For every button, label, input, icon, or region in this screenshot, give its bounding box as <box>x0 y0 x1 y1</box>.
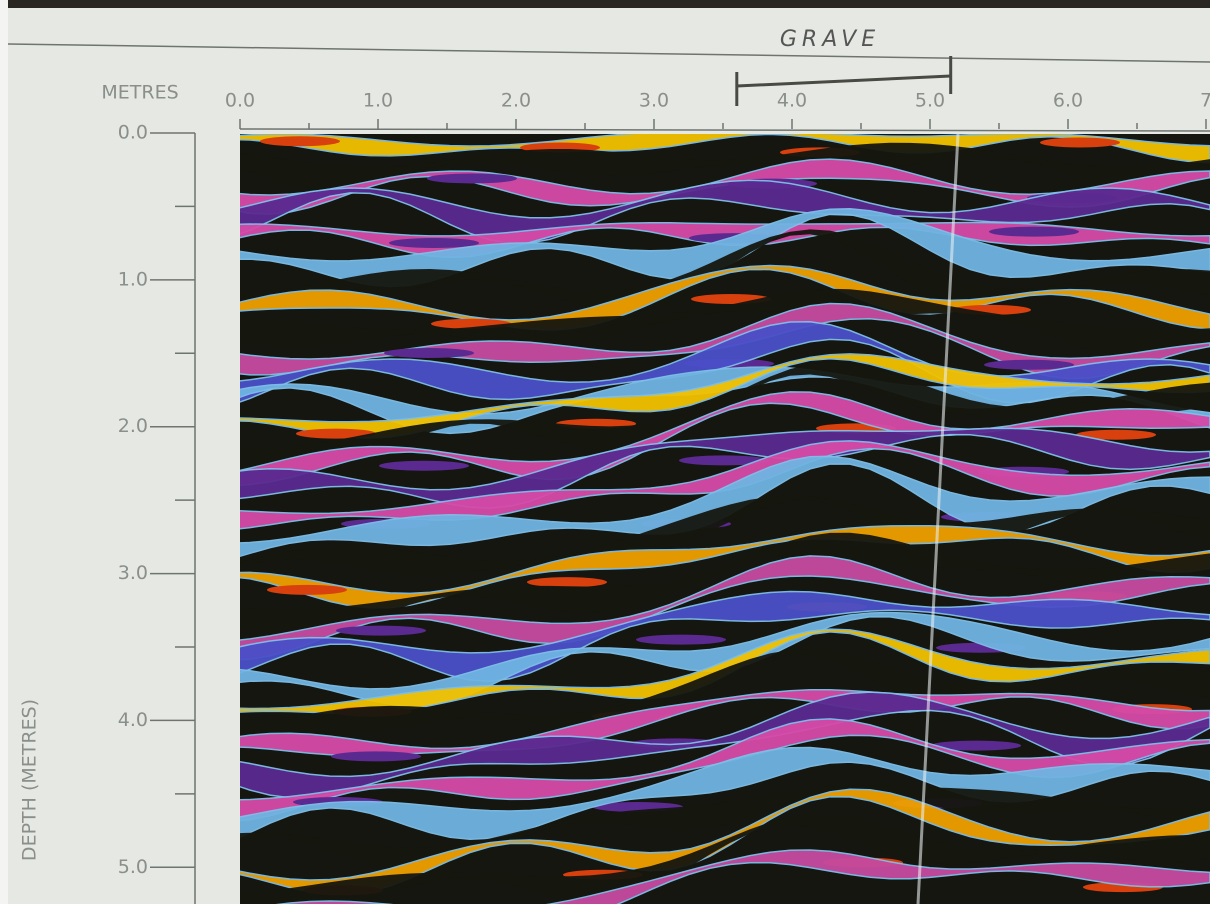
y-tick-label: 5.0 <box>118 856 148 878</box>
x-tick-label: 4.0 <box>777 90 807 112</box>
band-core <box>267 585 347 595</box>
x-tick-label: 7 <box>1200 90 1210 112</box>
x-axis-label: METRES <box>101 82 178 104</box>
photo-edge <box>0 0 1210 8</box>
y-tick-label: 4.0 <box>118 709 148 731</box>
band-core <box>427 173 517 183</box>
chart: METRES DEPTH (METRES) GRAVE 0.0 1.0 2.0 3.0… <box>0 0 1210 904</box>
y-tick-label: 3.0 <box>118 562 148 584</box>
y-tick-label: 0.0 <box>118 122 148 144</box>
band-core <box>527 577 607 587</box>
x-tick-label: 2.0 <box>501 90 531 112</box>
radargram-image <box>230 131 1210 904</box>
band-core <box>389 238 479 248</box>
x-tick-label: 3.0 <box>639 90 669 112</box>
y-tick-label: 1.0 <box>118 268 148 290</box>
x-tick-label: 1.0 <box>363 90 393 112</box>
band-core <box>331 751 421 761</box>
annotation: GRAVE <box>780 27 880 52</box>
photo-edge <box>0 0 8 904</box>
x-tick-label: 5.0 <box>915 90 945 112</box>
band-core <box>260 136 340 146</box>
band-core <box>379 461 469 471</box>
x-tick-label: 6.0 <box>1053 90 1083 112</box>
band-core <box>989 227 1079 237</box>
band-core <box>636 635 726 645</box>
band-core <box>336 626 426 636</box>
y-tick-label: 2.0 <box>118 415 148 437</box>
x-tick-label: 0.0 <box>225 90 255 112</box>
band-core <box>384 348 474 358</box>
band-core <box>1040 137 1120 147</box>
y-axis-label: DEPTH (METRES) <box>19 699 41 861</box>
